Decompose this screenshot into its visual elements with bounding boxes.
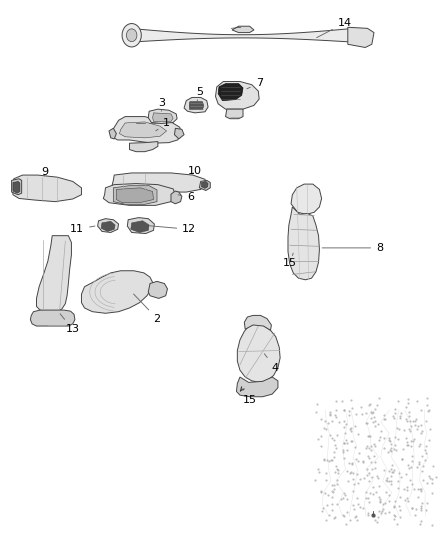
Polygon shape: [30, 310, 75, 326]
Polygon shape: [218, 84, 243, 101]
Polygon shape: [13, 175, 81, 201]
Polygon shape: [244, 316, 272, 330]
Polygon shape: [81, 271, 152, 313]
Polygon shape: [152, 113, 173, 122]
Text: 4: 4: [265, 354, 279, 373]
Circle shape: [122, 23, 141, 47]
Text: 3: 3: [158, 98, 165, 111]
Polygon shape: [237, 377, 278, 397]
Polygon shape: [103, 183, 175, 205]
Polygon shape: [130, 28, 354, 42]
Polygon shape: [148, 109, 177, 124]
Polygon shape: [13, 181, 20, 193]
Text: 8: 8: [322, 243, 383, 253]
Polygon shape: [237, 324, 280, 382]
Polygon shape: [291, 184, 321, 214]
Polygon shape: [148, 281, 167, 298]
Polygon shape: [171, 191, 182, 204]
Polygon shape: [131, 221, 149, 232]
Text: 9: 9: [41, 167, 48, 177]
Polygon shape: [130, 142, 158, 152]
Polygon shape: [215, 82, 259, 109]
Polygon shape: [98, 219, 119, 232]
Polygon shape: [189, 102, 204, 110]
Polygon shape: [201, 181, 208, 188]
Text: 11: 11: [70, 224, 95, 235]
Polygon shape: [127, 217, 154, 233]
Polygon shape: [120, 122, 166, 138]
Polygon shape: [36, 236, 71, 312]
Polygon shape: [12, 179, 21, 195]
Text: 2: 2: [134, 294, 161, 324]
Polygon shape: [117, 188, 153, 203]
Polygon shape: [348, 27, 374, 47]
Text: 14: 14: [317, 18, 352, 38]
Polygon shape: [109, 128, 117, 139]
Text: 7: 7: [247, 78, 263, 89]
Text: 15: 15: [283, 253, 297, 268]
Polygon shape: [232, 26, 254, 33]
Polygon shape: [199, 180, 210, 190]
Text: 1: 1: [156, 118, 170, 131]
Polygon shape: [174, 128, 184, 139]
Circle shape: [127, 29, 137, 42]
Text: 12: 12: [150, 224, 196, 235]
Polygon shape: [101, 221, 115, 231]
Text: 13: 13: [60, 314, 80, 334]
Polygon shape: [113, 185, 157, 204]
Text: 15: 15: [242, 389, 257, 406]
Polygon shape: [288, 207, 319, 280]
Polygon shape: [111, 117, 182, 143]
Text: 5: 5: [196, 87, 203, 102]
Polygon shape: [112, 173, 206, 192]
Text: 6: 6: [178, 192, 194, 203]
Polygon shape: [184, 98, 208, 113]
Polygon shape: [226, 109, 243, 119]
Text: 10: 10: [188, 166, 202, 176]
